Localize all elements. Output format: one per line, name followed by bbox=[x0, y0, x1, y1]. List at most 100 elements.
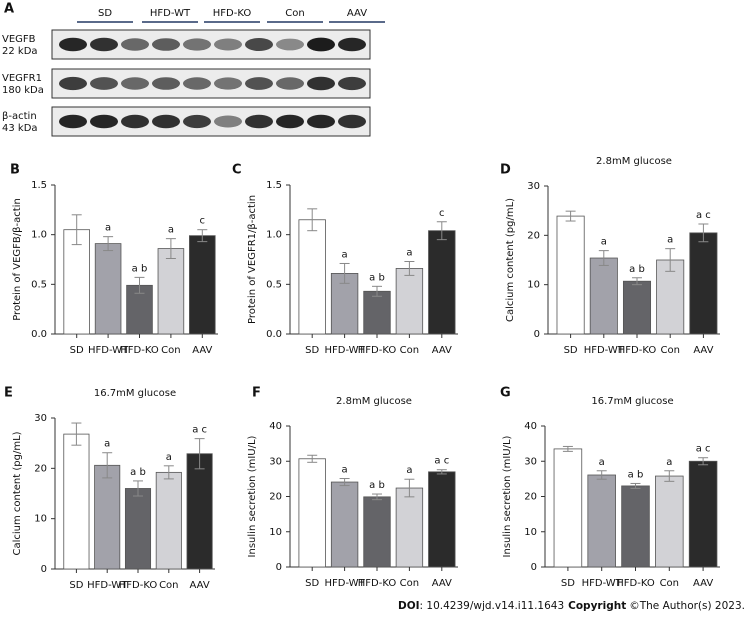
error-bar bbox=[404, 260, 415, 276]
y-tick-label: 0 bbox=[41, 564, 47, 575]
significance-label: a bbox=[342, 465, 348, 476]
bar bbox=[363, 496, 391, 568]
bar bbox=[428, 471, 456, 568]
blot-band bbox=[59, 76, 87, 91]
error-bar bbox=[632, 277, 642, 286]
error-bar bbox=[197, 229, 208, 243]
doi: : 10.4239/wjd.v14.i11.1643 bbox=[420, 600, 565, 612]
x-tick-label: Con bbox=[400, 345, 419, 356]
bar bbox=[395, 487, 424, 568]
blot-label: 22 kDa bbox=[2, 46, 38, 57]
x-tick-label: HFD-KO bbox=[616, 578, 655, 589]
x-tick-label: HFD-KO bbox=[618, 345, 657, 356]
error-bar bbox=[372, 493, 382, 501]
significance-label: a bbox=[601, 237, 607, 248]
error-bar bbox=[698, 223, 709, 243]
x-tick-label: AAV bbox=[693, 578, 713, 589]
bar bbox=[94, 243, 122, 335]
significance-label: a b bbox=[132, 263, 148, 274]
bar bbox=[363, 290, 391, 335]
blot-band bbox=[90, 77, 118, 90]
significance-label: a b bbox=[130, 467, 146, 478]
blot-band bbox=[183, 38, 211, 51]
bar bbox=[157, 248, 185, 335]
y-tick-label: 1.0 bbox=[266, 230, 282, 241]
bar bbox=[186, 453, 213, 570]
significance-label: a bbox=[166, 452, 172, 463]
error-bar bbox=[698, 457, 709, 466]
y-tick-label: 20 bbox=[34, 463, 47, 474]
copyright: ©The Author(s) 2023. bbox=[629, 600, 745, 612]
error-bar bbox=[307, 208, 318, 232]
y-axis-label: Insulin secretion (mIU/L) bbox=[502, 435, 513, 557]
y-tick-label: 20 bbox=[527, 230, 540, 241]
blot-group-label: HFD-KO bbox=[213, 8, 252, 19]
significance-label: a b bbox=[369, 272, 385, 283]
blot-band bbox=[214, 38, 242, 51]
panel-letter: D bbox=[500, 163, 511, 178]
blot-band bbox=[152, 38, 180, 51]
error-bar bbox=[598, 250, 609, 266]
blot-band bbox=[245, 114, 273, 129]
error-bar bbox=[71, 422, 82, 446]
y-tick-label: 0.0 bbox=[266, 329, 282, 340]
chart-title: 2.8mM glucose bbox=[336, 396, 412, 407]
significance-label: a c bbox=[434, 456, 449, 467]
bar bbox=[556, 215, 585, 335]
bar bbox=[589, 257, 618, 335]
x-tick-label: HFD-KO bbox=[358, 345, 397, 356]
bar bbox=[94, 464, 121, 570]
doi-label: DOI bbox=[398, 600, 420, 612]
y-tick-label: 0.5 bbox=[266, 279, 282, 290]
blot-label: VEGFR1 bbox=[2, 73, 42, 84]
error-bar bbox=[194, 438, 205, 470]
significance-label: a bbox=[342, 249, 348, 260]
y-tick-label: 10 bbox=[527, 280, 540, 291]
blot-label: 180 kDa bbox=[2, 85, 44, 96]
significance-label: a bbox=[105, 223, 111, 234]
panel-letter: A bbox=[4, 2, 14, 17]
chart-title: 2.8mM glucose bbox=[596, 156, 672, 167]
error-bar bbox=[565, 210, 576, 222]
significance-label: a c bbox=[696, 444, 711, 455]
bar bbox=[63, 433, 90, 570]
y-tick-label: 30 bbox=[524, 456, 537, 467]
chart-title: 16.7mM glucose bbox=[591, 396, 673, 407]
error-bar bbox=[404, 478, 415, 498]
blot-band bbox=[338, 114, 366, 129]
x-tick-label: Con bbox=[660, 578, 679, 589]
bar bbox=[124, 488, 152, 570]
error-bar bbox=[71, 214, 82, 246]
x-tick-label: Con bbox=[400, 578, 419, 589]
y-tick-label: 0.5 bbox=[31, 279, 47, 290]
panel-letter: E bbox=[4, 386, 13, 401]
x-tick-label: SD bbox=[305, 578, 319, 589]
y-tick-label: 30 bbox=[269, 456, 282, 467]
error-bar bbox=[562, 445, 573, 452]
blot-group-label: AAV bbox=[347, 8, 367, 19]
x-tick-label: HFD-WT bbox=[88, 345, 129, 356]
error-bar bbox=[133, 480, 143, 497]
blot-band bbox=[121, 38, 149, 51]
y-tick-label: 1.5 bbox=[266, 180, 282, 191]
blot-band bbox=[307, 37, 335, 52]
blot-band bbox=[245, 38, 273, 51]
x-tick-label: Con bbox=[159, 580, 178, 591]
blot-group-label: SD bbox=[98, 8, 112, 19]
error-bar bbox=[134, 276, 145, 294]
significance-label: a b bbox=[629, 264, 645, 275]
y-axis-label: Insulin secretion (mIU/L) bbox=[247, 435, 258, 557]
blot-band bbox=[214, 77, 242, 90]
significance-label: a bbox=[667, 235, 673, 246]
significance-label: c bbox=[200, 216, 206, 227]
panel-letter: F bbox=[252, 386, 261, 401]
blot-band bbox=[245, 77, 273, 90]
bar bbox=[587, 474, 616, 568]
x-tick-label: AAV bbox=[432, 345, 452, 356]
bar bbox=[189, 235, 216, 335]
error-bar bbox=[339, 262, 350, 284]
chart-title: 16.7mM glucose bbox=[94, 388, 176, 399]
y-tick-label: 40 bbox=[269, 421, 282, 432]
blot-label: VEGFB bbox=[2, 34, 36, 45]
significance-label: a bbox=[599, 457, 605, 468]
